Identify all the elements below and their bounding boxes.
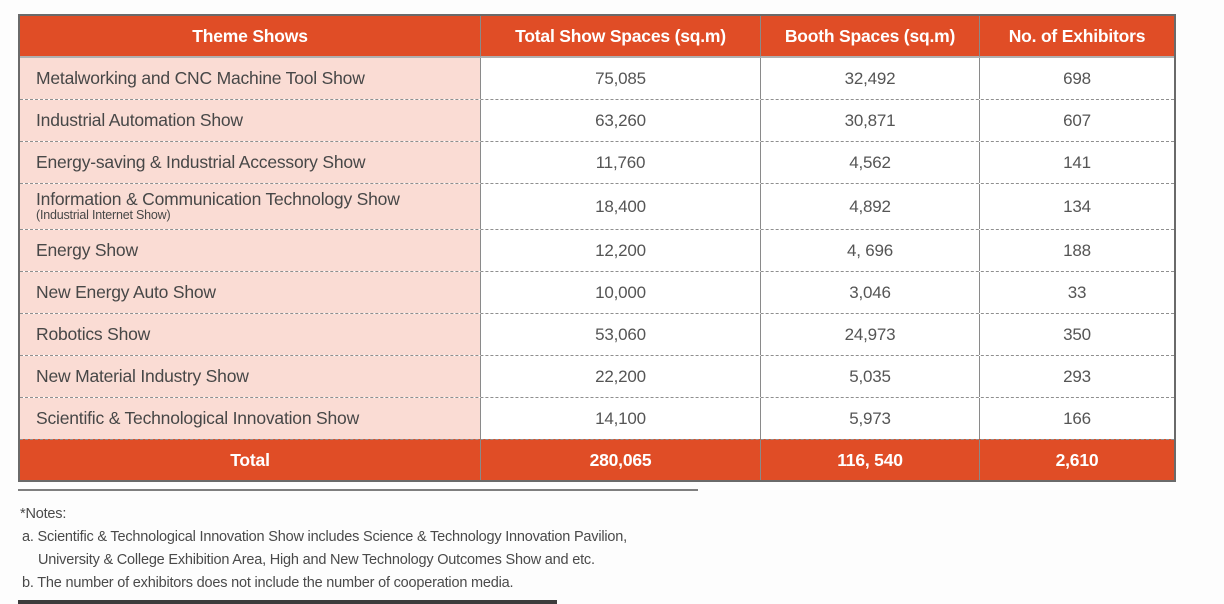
total-show-space-value: 75,085 <box>480 58 760 99</box>
total-show-space-value: 53,060 <box>480 314 760 355</box>
booth-space-value: 3,046 <box>760 272 979 313</box>
table-row: New Energy Auto Show 10,000 3,046 33 <box>20 271 1174 313</box>
column-header-booth-spaces: Booth Spaces (sq.m) <box>760 16 979 57</box>
theme-show-name-main: Information & Communication Technology S… <box>36 189 400 210</box>
total-show-space-sum: 280,065 <box>480 440 760 480</box>
theme-show-name: Energy Show <box>20 230 480 271</box>
theme-show-name: Energy-saving & Industrial Accessory Sho… <box>20 142 480 183</box>
theme-show-name: Robotics Show <box>20 314 480 355</box>
exhibitors-value: 293 <box>979 356 1174 397</box>
column-header-exhibitors: No. of Exhibitors <box>979 16 1174 57</box>
theme-show-name-sub: (Industrial Internet Show) <box>36 208 171 223</box>
total-label: Total <box>20 440 480 480</box>
table-row: Energy Show 12,200 4, 696 188 <box>20 229 1174 271</box>
booth-space-value: 4,562 <box>760 142 979 183</box>
table-row: Metalworking and CNC Machine Tool Show 7… <box>20 57 1174 99</box>
column-header-theme-shows: Theme Shows <box>20 16 480 57</box>
exhibitors-value: 166 <box>979 398 1174 439</box>
exhibitors-value: 188 <box>979 230 1174 271</box>
total-show-space-value: 11,760 <box>480 142 760 183</box>
total-show-space-value: 22,200 <box>480 356 760 397</box>
table-total-row: Total 280,065 116, 540 2,610 <box>20 439 1174 480</box>
booth-space-value: 4, 696 <box>760 230 979 271</box>
theme-show-name: New Material Industry Show <box>20 356 480 397</box>
exhibitors-value: 350 <box>979 314 1174 355</box>
exhibitors-sum: 2,610 <box>979 440 1174 480</box>
exhibitors-value: 607 <box>979 100 1174 141</box>
table-row: Energy-saving & Industrial Accessory Sho… <box>20 141 1174 183</box>
cropped-element-top-edge <box>18 600 557 604</box>
table-row: Industrial Automation Show 63,260 30,871… <box>20 99 1174 141</box>
theme-show-name: Metalworking and CNC Machine Tool Show <box>20 58 480 99</box>
total-show-space-value: 18,400 <box>480 184 760 229</box>
total-show-space-value: 10,000 <box>480 272 760 313</box>
theme-shows-table: Theme Shows Total Show Spaces (sq.m) Boo… <box>18 14 1176 482</box>
notes-section: *Notes: a. Scientific & Technological In… <box>20 503 780 595</box>
theme-show-name: Industrial Automation Show <box>20 100 480 141</box>
table-row: Information & Communication Technology S… <box>20 183 1174 229</box>
booth-space-value: 5,035 <box>760 356 979 397</box>
total-show-space-value: 63,260 <box>480 100 760 141</box>
exhibitors-value: 141 <box>979 142 1174 183</box>
booth-space-value: 5,973 <box>760 398 979 439</box>
note-a-line1: a. Scientific & Technological Innovation… <box>22 529 627 545</box>
exhibitors-value: 698 <box>979 58 1174 99</box>
table-header-row: Theme Shows Total Show Spaces (sq.m) Boo… <box>20 16 1174 57</box>
theme-show-name: Information & Communication Technology S… <box>20 184 480 229</box>
note-a-line2: University & College Exhibition Area, Hi… <box>38 552 595 568</box>
booth-space-value: 30,871 <box>760 100 979 141</box>
table-row: Scientific & Technological Innovation Sh… <box>20 397 1174 439</box>
table-row: Robotics Show 53,060 24,973 350 <box>20 313 1174 355</box>
theme-show-name: Scientific & Technological Innovation Sh… <box>20 398 480 439</box>
table-row: New Material Industry Show 22,200 5,035 … <box>20 355 1174 397</box>
exhibitors-value: 33 <box>979 272 1174 313</box>
notes-title: *Notes: <box>20 506 67 522</box>
booth-space-value: 32,492 <box>760 58 979 99</box>
exhibitors-value: 134 <box>979 184 1174 229</box>
notes-divider-line <box>18 489 698 491</box>
booth-space-value: 4,892 <box>760 184 979 229</box>
note-b: b. The number of exhibitors does not inc… <box>22 575 514 591</box>
column-header-total-show-spaces: Total Show Spaces (sq.m) <box>480 16 760 57</box>
theme-show-name: New Energy Auto Show <box>20 272 480 313</box>
booth-space-sum: 116, 540 <box>760 440 979 480</box>
total-show-space-value: 14,100 <box>480 398 760 439</box>
total-show-space-value: 12,200 <box>480 230 760 271</box>
booth-space-value: 24,973 <box>760 314 979 355</box>
